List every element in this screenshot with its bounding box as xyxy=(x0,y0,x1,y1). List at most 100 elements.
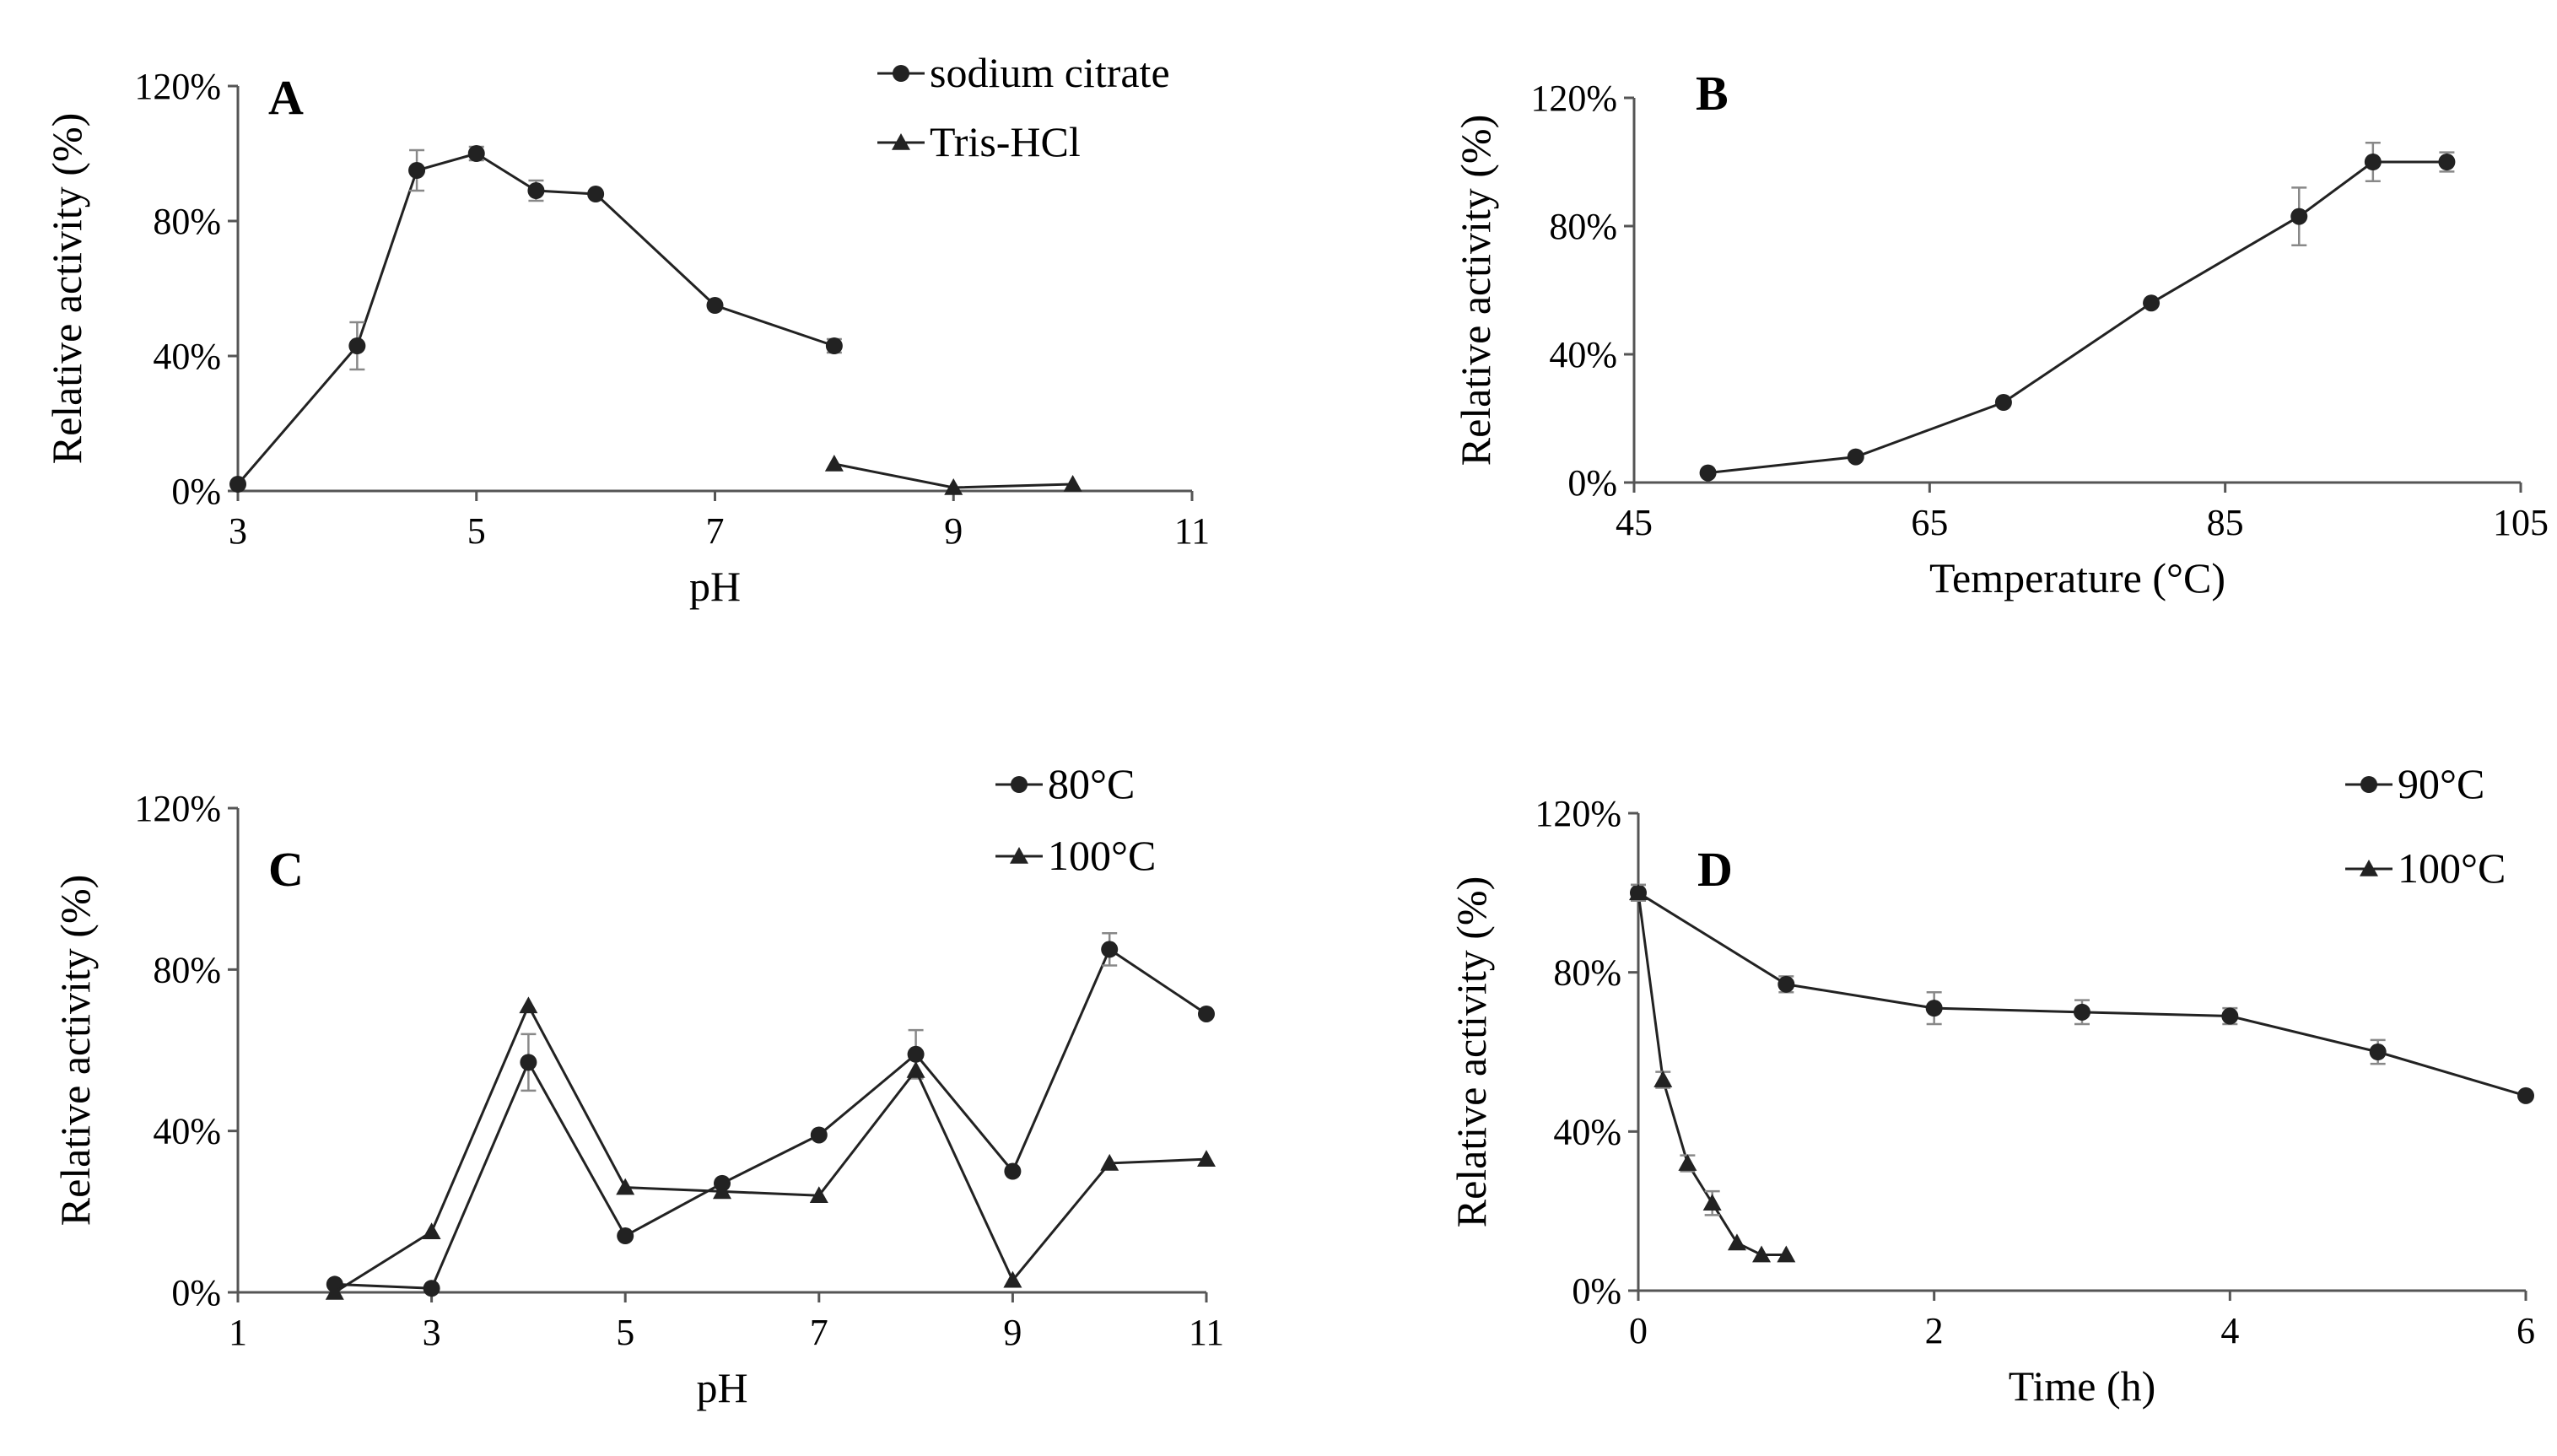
x-tick-label: 7 xyxy=(706,510,725,552)
y-tick-label: 120% xyxy=(1530,78,1617,119)
series-triangle xyxy=(1629,883,1796,1263)
legend-marker xyxy=(1010,847,1028,864)
y-tick-label: 40% xyxy=(1549,334,1617,375)
legend-marker xyxy=(1011,776,1028,793)
legend: 80°C 100°C xyxy=(995,760,1156,879)
y-tick-label: 80% xyxy=(1549,206,1617,247)
x-tick-label: 7 xyxy=(810,1312,828,1353)
panel-c-chart: 0% 40% 80% 120% 1 3 5 7 9 11 pH Relative activity (… xyxy=(51,760,1224,1411)
data-point xyxy=(348,337,366,354)
data-point xyxy=(2364,154,2382,170)
x-tick-label: 85 xyxy=(2207,502,2244,543)
x-axis-title: Temperature (°C) xyxy=(1929,554,2225,601)
data-point xyxy=(587,186,605,202)
y-tick-label: 0% xyxy=(171,1272,221,1313)
series-line xyxy=(334,947,1207,1290)
data-point xyxy=(944,478,963,495)
data-point xyxy=(1629,883,1648,901)
data-point xyxy=(2517,1087,2534,1104)
x-axis-title: pH xyxy=(696,1364,747,1411)
data-point xyxy=(1702,1194,1722,1211)
series-line xyxy=(236,152,835,485)
data-point xyxy=(2438,154,2456,170)
data-point xyxy=(423,1280,440,1297)
y-axis-title: Relative activity (%) xyxy=(43,113,90,465)
data-point xyxy=(616,1178,635,1195)
data-point xyxy=(907,1045,925,1063)
x-tick-label: 6 xyxy=(2517,1310,2535,1351)
x-tick-label: 105 xyxy=(2493,502,2549,543)
data-point xyxy=(1777,975,1795,993)
y-tick-label: 40% xyxy=(153,336,221,377)
legend: 90°C 100°C xyxy=(2345,760,2506,892)
y-tick-label: 40% xyxy=(153,1111,221,1152)
data-point xyxy=(519,996,538,1014)
panel-d-chart: 0% 40% 80% 120% 0 2 4 6 Time (h) Relative activit… xyxy=(1448,760,2535,1410)
legend-marker xyxy=(2360,860,2378,876)
panel-label: D xyxy=(1697,842,1733,897)
data-point xyxy=(1847,448,1864,466)
series-circle xyxy=(326,932,1215,1297)
data-point xyxy=(906,1060,925,1078)
data-point xyxy=(325,1283,344,1300)
x-tick-label: 65 xyxy=(1911,502,1948,543)
x-tick-label: 4 xyxy=(2220,1310,2239,1351)
x-axis-title: pH xyxy=(689,563,741,610)
y-tick-label: 80% xyxy=(153,201,221,242)
y-tick-label: 0% xyxy=(171,471,221,512)
series-line xyxy=(1637,892,2527,1097)
data-point xyxy=(713,1182,731,1200)
data-point xyxy=(1925,1000,1943,1017)
x-tick-label: 45 xyxy=(1616,502,1653,543)
data-point xyxy=(1994,394,2012,411)
data-point xyxy=(527,182,545,199)
x-tick-label: 1 xyxy=(229,1312,247,1353)
y-axis-title: Relative activity (%) xyxy=(1452,115,1499,466)
x-tick-label: 5 xyxy=(467,510,486,552)
y-tick-label: 0% xyxy=(1572,1270,1621,1312)
data-point xyxy=(1678,1154,1697,1171)
y-tick-label: 40% xyxy=(1553,1111,1621,1152)
y-tick-label: 120% xyxy=(134,66,221,107)
data-point xyxy=(2143,294,2161,312)
y-tick-label: 0% xyxy=(1567,462,1617,504)
legend: sodium citrate Tris-HCl xyxy=(877,49,1170,165)
series-line xyxy=(334,1002,1207,1294)
series-line xyxy=(1707,160,2447,475)
series-triangle xyxy=(325,996,1216,1300)
data-point xyxy=(1003,1270,1022,1288)
data-point xyxy=(1100,1153,1119,1171)
x-tick-label: 9 xyxy=(1003,1312,1022,1353)
x-tick-label: 11 xyxy=(1174,510,1210,552)
y-tick-label: 80% xyxy=(1553,952,1621,994)
data-point xyxy=(617,1227,634,1245)
data-point xyxy=(422,1222,441,1240)
data-point xyxy=(229,476,246,493)
x-tick-label: 3 xyxy=(229,510,247,552)
y-axis-title: Relative activity (%) xyxy=(51,875,99,1227)
panel-a-chart: 0% 40% 80% 120% 3 5 7 9 11 pH Relative activity (%… xyxy=(43,49,1210,610)
legend-marker xyxy=(893,65,909,82)
series-circle xyxy=(1699,141,2456,482)
data-point xyxy=(1004,1162,1022,1180)
x-tick-label: 11 xyxy=(1189,1312,1224,1353)
series-circle xyxy=(229,145,843,493)
data-point xyxy=(1727,1233,1746,1251)
data-point xyxy=(2221,1007,2239,1025)
panel-label: C xyxy=(268,842,304,897)
data-point xyxy=(810,1126,828,1144)
legend-marker xyxy=(892,133,910,150)
panel-b-chart: 0% 40% 80% 120% 45 65 85 105 Temperature (°C) Rel… xyxy=(1452,66,2549,601)
x-tick-label: 0 xyxy=(1629,1310,1648,1351)
series-circle xyxy=(1630,883,2534,1104)
y-tick-label: 120% xyxy=(1535,793,1621,834)
panel-label: B xyxy=(1696,66,1729,121)
x-tick-label: 5 xyxy=(616,1312,634,1353)
x-axis-title: Time (h) xyxy=(2009,1362,2156,1410)
data-point xyxy=(824,455,844,472)
data-point xyxy=(467,145,485,162)
data-point xyxy=(1198,1005,1215,1022)
x-tick-label: 9 xyxy=(944,510,963,552)
data-point xyxy=(2369,1043,2387,1060)
legend-label: 80°C xyxy=(1048,760,1135,807)
